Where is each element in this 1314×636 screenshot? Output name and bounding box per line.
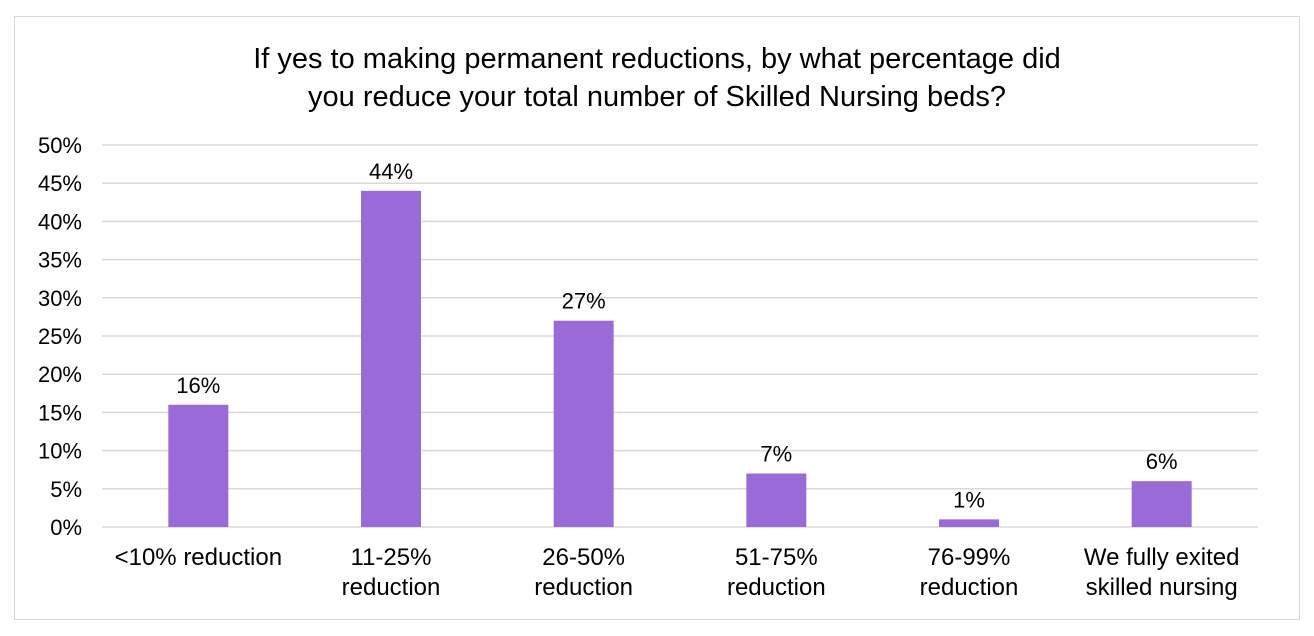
- x-tick-label-line: reduction: [920, 574, 1019, 601]
- x-tick-label: 51-75% reduction: [727, 544, 826, 601]
- x-tick-label-line: 51-75%: [735, 544, 818, 571]
- data-labels: 16% 44% 27% 7% 1% 6%: [176, 159, 1177, 513]
- y-tick-label: 20%: [38, 362, 82, 387]
- y-tick-label: 35%: [38, 248, 82, 273]
- x-tick-label: 11-25% reduction: [342, 544, 441, 601]
- x-tick-label-line: <10% reduction: [115, 544, 282, 571]
- x-tick-label-line: 26-50%: [542, 544, 625, 571]
- bar: [1131, 481, 1192, 527]
- x-tick-label: We fully exited skilled nursing: [1084, 544, 1240, 601]
- data-label: 44%: [369, 159, 413, 184]
- gridlines: [102, 144, 1258, 528]
- data-label: 1%: [953, 487, 985, 512]
- y-tick-label: 50%: [38, 133, 82, 158]
- y-tick-label: 0%: [50, 515, 82, 540]
- x-tick-label-line: 11-25%: [351, 544, 432, 571]
- x-tick-label-line: reduction: [534, 574, 633, 601]
- y-axis-tick-labels: 0% 5% 10% 15% 20% 25% 30% 35% 40% 45% 50%: [38, 133, 82, 540]
- x-tick-label: <10% reduction: [115, 544, 282, 571]
- bar: [746, 473, 807, 527]
- chart-title-line-2: you reduce your total number of Skilled …: [308, 81, 1006, 113]
- data-label: 7%: [760, 442, 792, 467]
- y-tick-label: 30%: [38, 286, 82, 311]
- x-tick-label-line: reduction: [727, 574, 826, 601]
- bar: [168, 404, 229, 527]
- data-label: 27%: [562, 289, 606, 314]
- chart-title: If yes to making permanent reductions, b…: [0, 40, 1314, 116]
- bar: [553, 320, 614, 527]
- x-tick-label-line: reduction: [342, 574, 441, 601]
- y-tick-label: 10%: [38, 439, 82, 464]
- x-tick-label-line: 76-99%: [928, 544, 1011, 571]
- bar: [939, 519, 999, 527]
- y-tick-label: 25%: [38, 324, 82, 349]
- x-tick-label-line: We fully exited: [1084, 544, 1240, 571]
- y-tick-label: 45%: [38, 171, 82, 196]
- bar: [361, 190, 421, 527]
- y-tick-label: 15%: [38, 400, 82, 425]
- chart-title-line-1: If yes to making permanent reductions, b…: [253, 43, 1061, 75]
- x-tick-label: 26-50% reduction: [534, 544, 633, 601]
- x-tick-label: 76-99% reduction: [920, 544, 1019, 601]
- x-axis-tick-labels: <10% reduction 11-25% reduction 26-50% reduc…: [115, 544, 1240, 601]
- data-label: 16%: [176, 373, 220, 398]
- bars: [168, 190, 1192, 527]
- data-label: 6%: [1146, 449, 1178, 474]
- y-tick-label: 5%: [50, 477, 82, 502]
- x-tick-label-line: skilled nursing: [1086, 574, 1238, 601]
- y-tick-label: 40%: [38, 209, 82, 234]
